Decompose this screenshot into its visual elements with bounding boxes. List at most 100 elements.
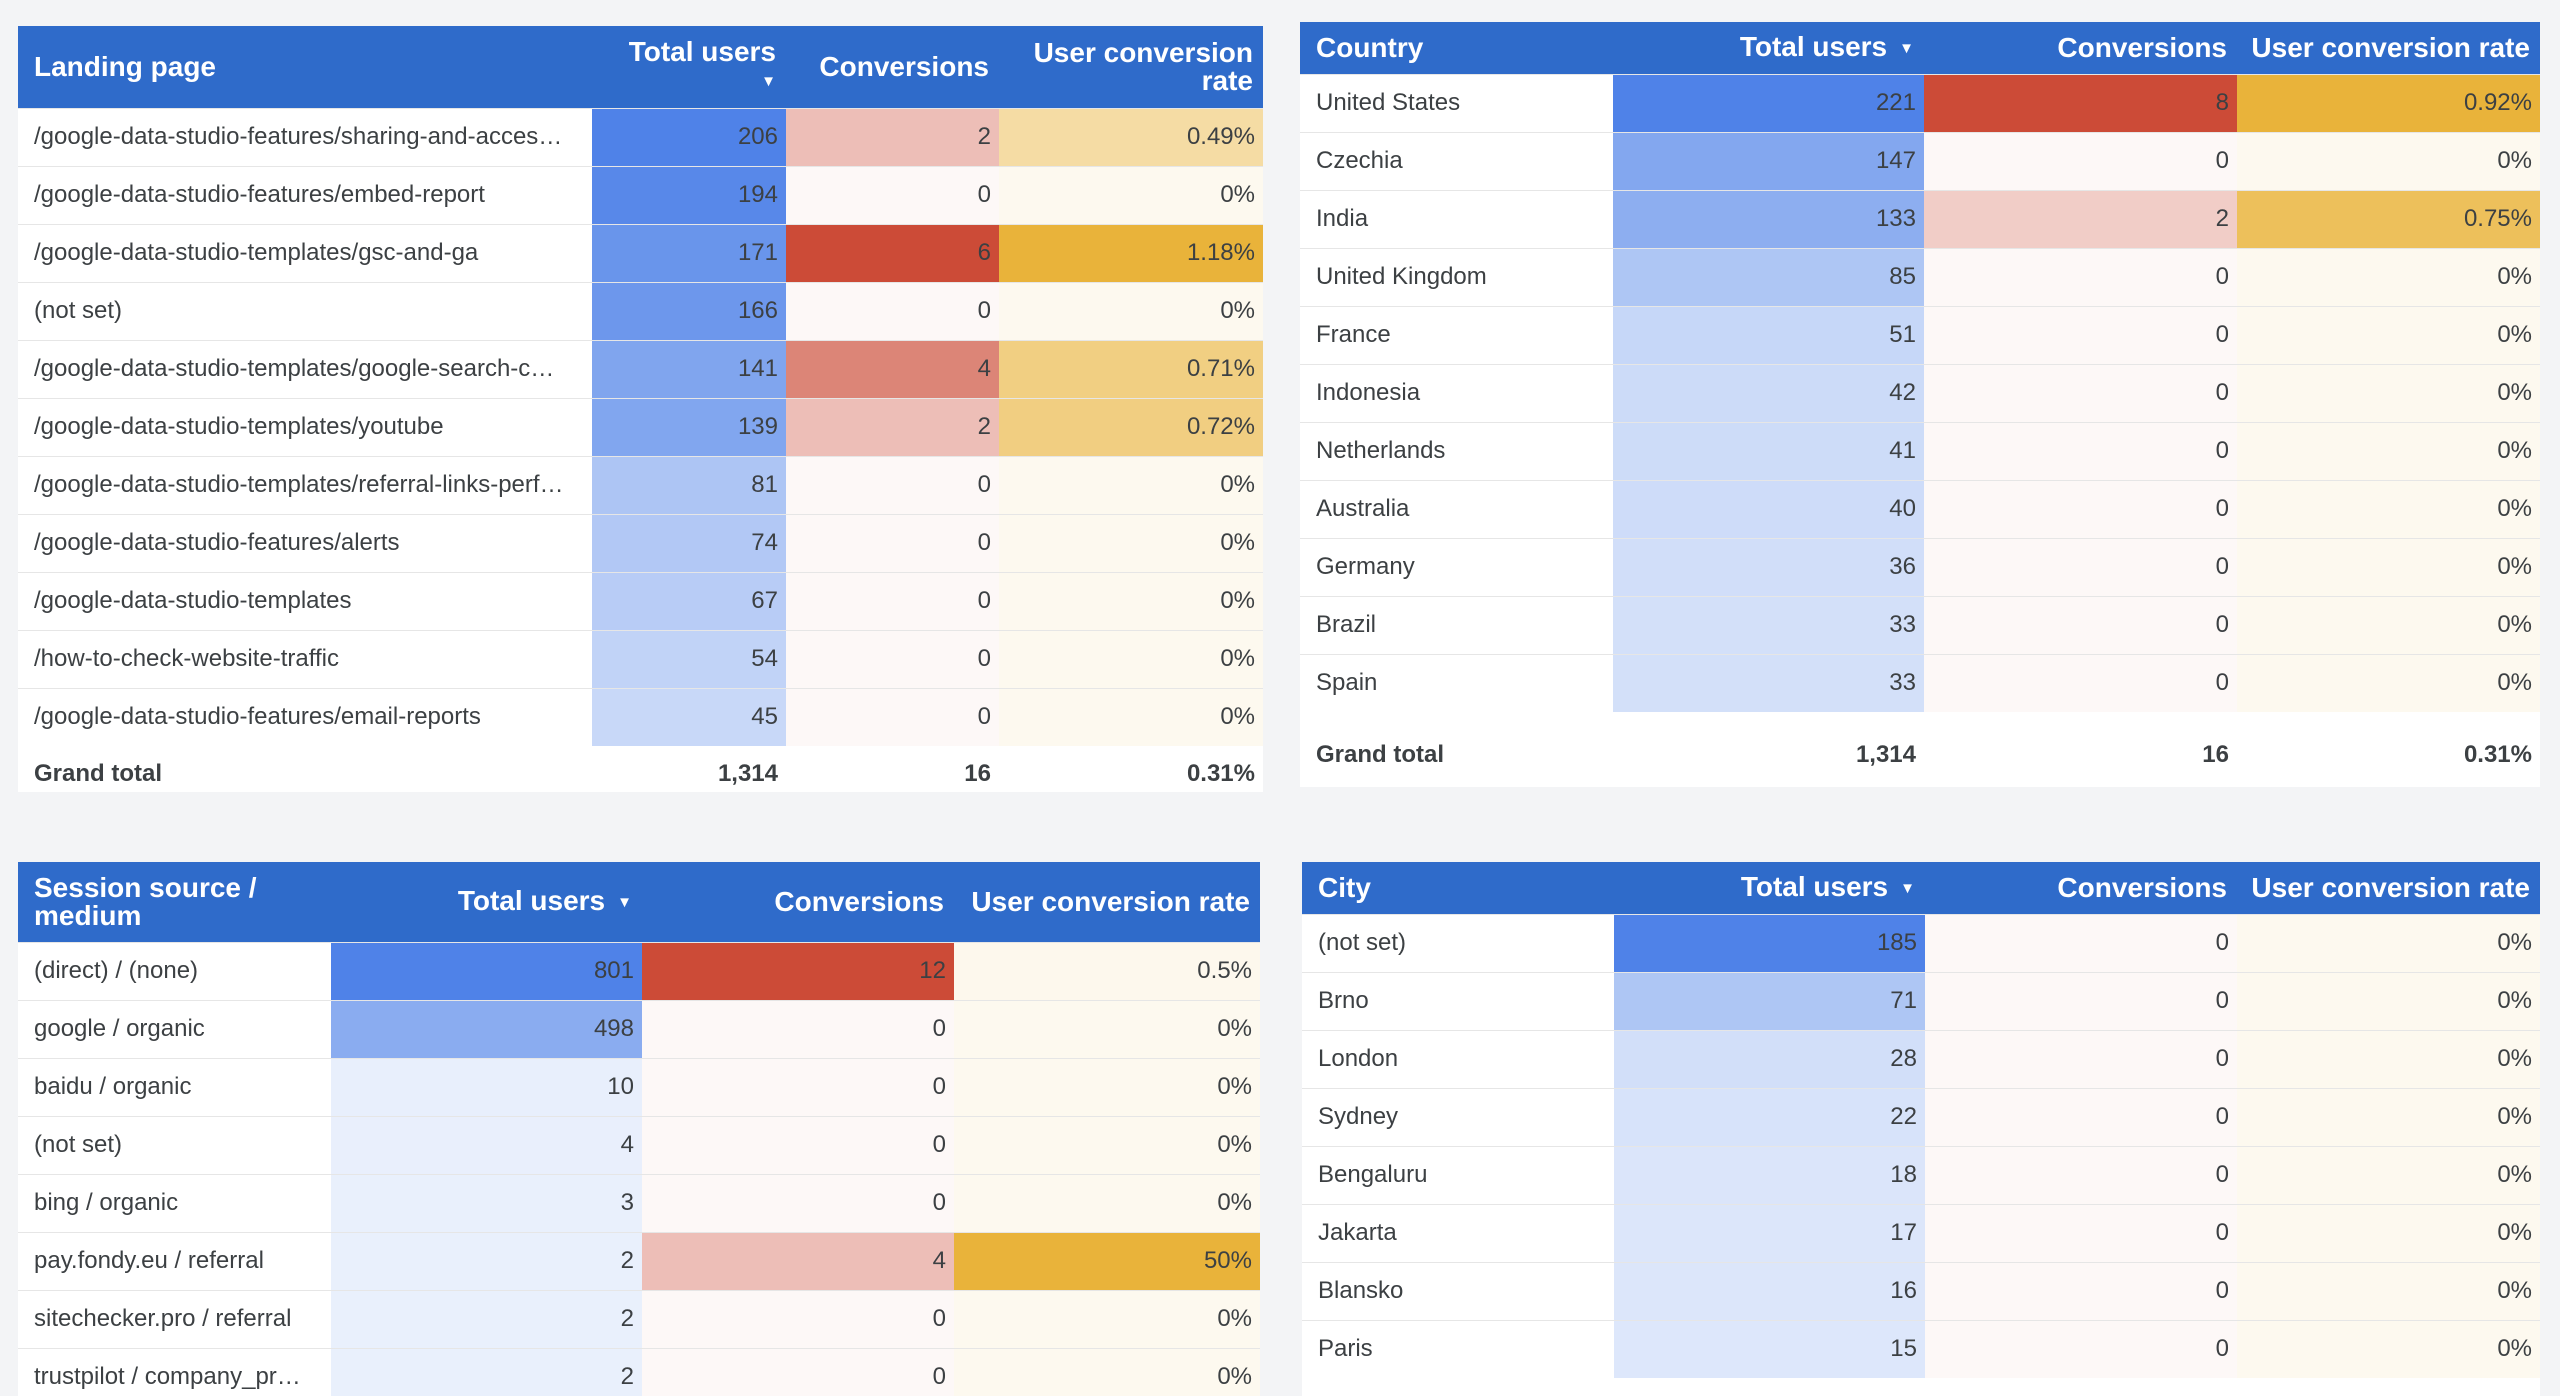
table-row[interactable]: Paris 15 0 0% <box>1302 1319 2540 1378</box>
table-row[interactable]: Indonesia 42 0 0% <box>1300 363 2540 422</box>
table-row[interactable]: (direct) / (none) 801 12 0.5% <box>18 941 1260 1000</box>
table-row[interactable]: /how-to-check-website-traffic 54 0 0% <box>18 629 1263 688</box>
row-dimension-label[interactable]: /how-to-check-website-traffic <box>18 629 592 688</box>
table-row[interactable]: London 28 0 0% <box>1302 1029 2540 1088</box>
row-dimension-label[interactable]: United States <box>1300 73 1613 132</box>
table-row[interactable]: /google-data-studio-templates/google-sea… <box>18 339 1263 398</box>
row-dimension-label[interactable]: Germany <box>1300 537 1613 596</box>
table-row[interactable]: Sydney 22 0 0% <box>1302 1087 2540 1146</box>
table-row[interactable]: India 133 2 0.75% <box>1300 189 2540 248</box>
row-dimension-label[interactable]: pay.fondy.eu / referral <box>18 1231 331 1290</box>
users-cell: 71 <box>1614 971 1925 1030</box>
row-dimension-label[interactable]: /google-data-studio-templates/gsc-and-ga <box>18 223 592 282</box>
table-row[interactable]: /google-data-studio-features/embed-repor… <box>18 165 1263 224</box>
table-row[interactable]: bing / organic 3 0 0% <box>18 1173 1260 1232</box>
row-dimension-label[interactable]: trustpilot / company_pr… <box>18 1347 331 1396</box>
table-row[interactable]: Spain 33 0 0% <box>1300 653 2540 712</box>
row-dimension-label[interactable]: Netherlands <box>1300 421 1613 480</box>
row-dimension-label[interactable]: India <box>1300 189 1613 248</box>
table-row[interactable]: /google-data-studio-templates/referral-l… <box>18 455 1263 514</box>
row-dimension-label[interactable]: (direct) / (none) <box>18 941 331 1000</box>
row-dimension-label[interactable]: sitechecker.pro / referral <box>18 1289 331 1348</box>
header-user-conversion-rate[interactable]: User conversion rate <box>954 862 1260 942</box>
table-row[interactable]: Australia 40 0 0% <box>1300 479 2540 538</box>
table-row[interactable]: sitechecker.pro / referral 2 0 0% <box>18 1289 1260 1348</box>
row-dimension-label[interactable]: Indonesia <box>1300 363 1613 422</box>
table-row[interactable]: Bengaluru 18 0 0% <box>1302 1145 2540 1204</box>
header-total-users[interactable]: Total users ▼ <box>592 26 786 108</box>
row-dimension-label[interactable]: bing / organic <box>18 1173 331 1232</box>
users-cell: 54 <box>592 629 786 688</box>
sort-desc-icon[interactable]: ▼ <box>1899 39 1914 57</box>
table-row[interactable]: trustpilot / company_pr… 2 0 0% <box>18 1347 1260 1396</box>
header-user-conversion-rate[interactable]: User conversion rate <box>999 26 1263 108</box>
table-row[interactable]: /google-data-studio-templates 67 0 0% <box>18 571 1263 630</box>
table-row[interactable]: (not set) 4 0 0% <box>18 1115 1260 1174</box>
header-user-conversion-rate[interactable]: User conversion rate <box>2237 862 2540 914</box>
table-row[interactable]: Netherlands 41 0 0% <box>1300 421 2540 480</box>
row-dimension-label[interactable]: /google-data-studio-features/embed-repor… <box>18 165 592 224</box>
table-row[interactable]: /google-data-studio-templates/gsc-and-ga… <box>18 223 1263 282</box>
row-dimension-label[interactable]: Australia <box>1300 479 1613 538</box>
header-conversions[interactable]: Conversions <box>786 26 999 108</box>
row-dimension-label[interactable]: /google-data-studio-templates/referral-l… <box>18 455 592 514</box>
row-dimension-label[interactable]: /google-data-studio-templates <box>18 571 592 630</box>
header-conversions[interactable]: Conversions <box>1924 22 2237 74</box>
row-dimension-label[interactable]: Spain <box>1300 653 1613 712</box>
row-dimension-label[interactable]: (not set) <box>18 1115 331 1174</box>
row-dimension-label[interactable]: Jakarta <box>1302 1203 1614 1262</box>
row-dimension-label[interactable]: Blansko <box>1302 1261 1614 1320</box>
table-row[interactable]: (not set) 185 0 0% <box>1302 913 2540 972</box>
header-conversions[interactable]: Conversions <box>642 862 954 942</box>
table-row[interactable]: /google-data-studio-templates/youtube 139… <box>18 397 1263 456</box>
table-row[interactable]: /google-data-studio-features/email-repor… <box>18 687 1263 746</box>
table-row[interactable]: Germany 36 0 0% <box>1300 537 2540 596</box>
row-dimension-label[interactable]: /google-data-studio-templates/google-sea… <box>18 339 592 398</box>
row-dimension-label[interactable]: baidu / organic <box>18 1057 331 1116</box>
header-total-users[interactable]: Total users ▼ <box>1613 22 1924 74</box>
table-row[interactable]: Blansko 16 0 0% <box>1302 1261 2540 1320</box>
row-dimension-label[interactable]: Czechia <box>1300 131 1613 190</box>
table-row[interactable]: Brno 71 0 0% <box>1302 971 2540 1030</box>
header-city[interactable]: City <box>1302 862 1614 914</box>
table-row[interactable]: google / organic 498 0 0% <box>18 999 1260 1058</box>
row-dimension-label[interactable]: /google-data-studio-features/email-repor… <box>18 687 592 746</box>
row-dimension-label[interactable]: (not set) <box>1302 913 1614 972</box>
header-landing-page[interactable]: Landing page <box>18 26 592 108</box>
city-table: City Total users ▼ Conversions User conve… <box>1302 862 2540 1396</box>
row-dimension-label[interactable]: London <box>1302 1029 1614 1088</box>
row-dimension-label[interactable]: /google-data-studio-features/sharing-and… <box>18 107 592 166</box>
sort-desc-icon[interactable]: ▼ <box>761 72 776 90</box>
sort-desc-icon[interactable]: ▼ <box>1900 879 1915 897</box>
table-row[interactable]: Brazil 33 0 0% <box>1300 595 2540 654</box>
header-user-conversion-rate[interactable]: User conversion rate <box>2237 22 2540 74</box>
row-dimension-label[interactable]: Paris <box>1302 1319 1614 1378</box>
row-dimension-label[interactable]: (not set) <box>18 281 592 340</box>
row-dimension-label[interactable]: Bengaluru <box>1302 1145 1614 1204</box>
table-row[interactable]: baidu / organic 10 0 0% <box>18 1057 1260 1116</box>
table-row[interactable]: pay.fondy.eu / referral 2 4 50% <box>18 1231 1260 1290</box>
table-row[interactable]: United Kingdom 85 0 0% <box>1300 247 2540 306</box>
table-row[interactable]: Czechia 147 0 0% <box>1300 131 2540 190</box>
table-row[interactable]: (not set) 166 0 0% <box>18 281 1263 340</box>
table-row[interactable]: United States 221 8 0.92% <box>1300 73 2540 132</box>
header-country[interactable]: Country <box>1300 22 1613 74</box>
header-total-users[interactable]: Total users ▼ <box>331 862 642 942</box>
table-row[interactable]: /google-data-studio-features/alerts 74 0 0% <box>18 513 1263 572</box>
header-conversions[interactable]: Conversions <box>1925 862 2237 914</box>
row-dimension-label[interactable]: /google-data-studio-features/alerts <box>18 513 592 572</box>
header-session-source[interactable]: Session source / medium <box>18 862 331 942</box>
row-dimension-label[interactable]: France <box>1300 305 1613 364</box>
row-dimension-label[interactable]: United Kingdom <box>1300 247 1613 306</box>
table-row[interactable]: /google-data-studio-features/sharing-and… <box>18 107 1263 166</box>
row-dimension-label[interactable]: Brno <box>1302 971 1614 1030</box>
row-dimension-label[interactable]: google / organic <box>18 999 331 1058</box>
table-row[interactable]: Jakarta 17 0 0% <box>1302 1203 2540 1262</box>
row-dimension-label[interactable]: Brazil <box>1300 595 1613 654</box>
sort-desc-icon[interactable]: ▼ <box>617 893 632 911</box>
table-row[interactable]: France 51 0 0% <box>1300 305 2540 364</box>
header-total-users[interactable]: Total users ▼ <box>1614 862 1925 914</box>
users-cell: 166 <box>592 281 786 340</box>
row-dimension-label[interactable]: /google-data-studio-templates/youtube <box>18 397 592 456</box>
row-dimension-label[interactable]: Sydney <box>1302 1087 1614 1146</box>
